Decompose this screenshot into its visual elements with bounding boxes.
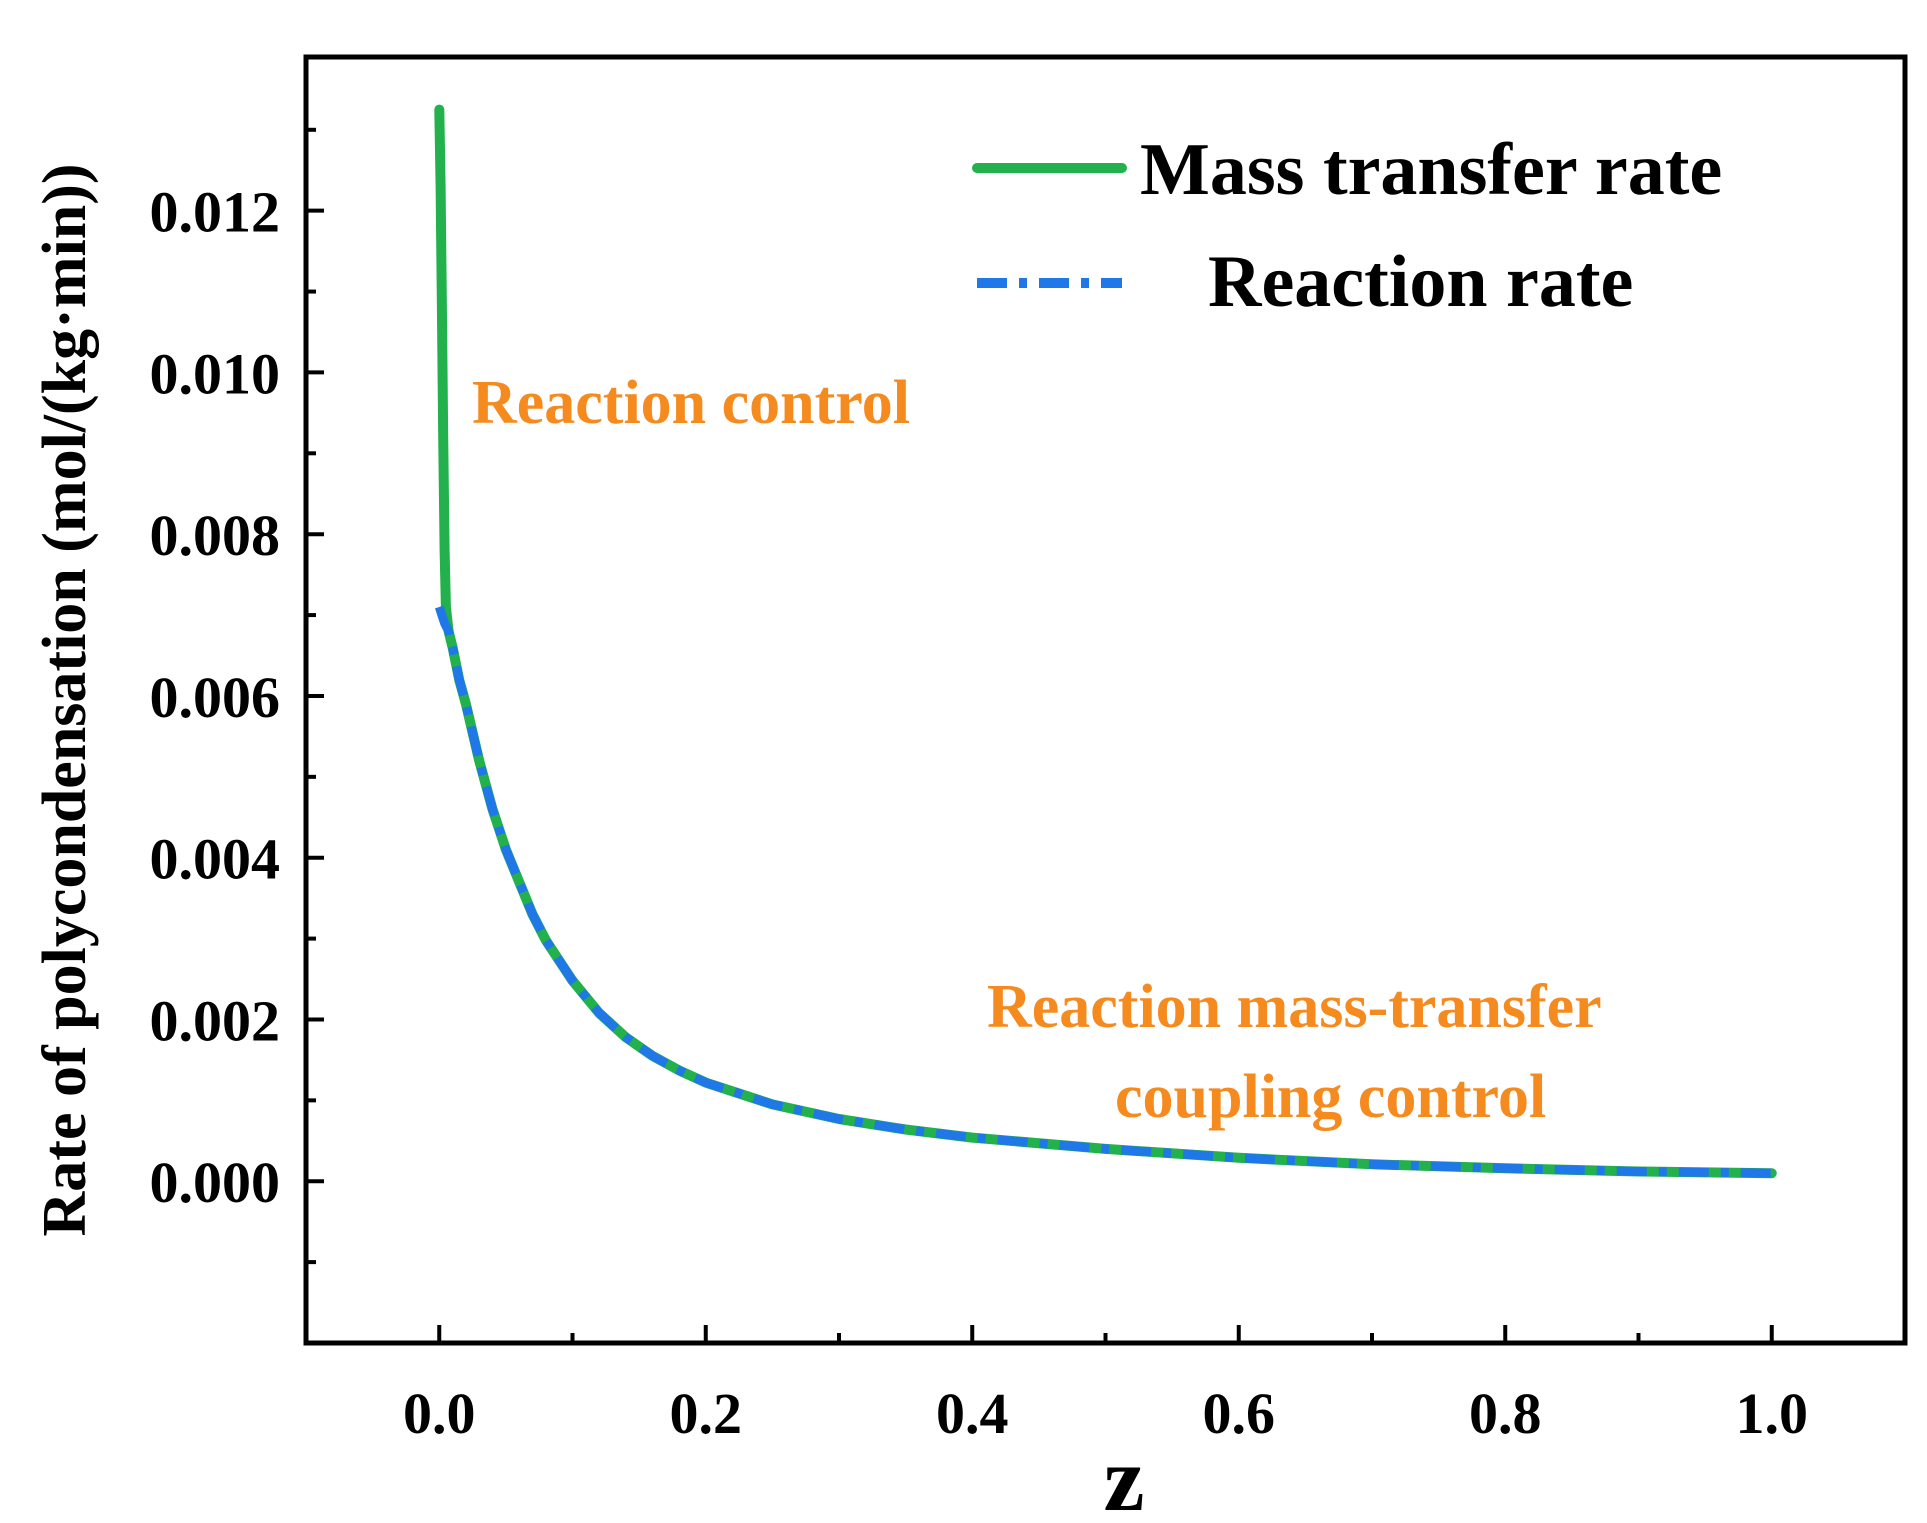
- x-axis-label: z: [1104, 1428, 1145, 1523]
- annotation-coupling-control: coupling control: [1115, 1063, 1546, 1131]
- legend-reaction-rate-label: Reaction rate: [1208, 241, 1633, 323]
- y-tick-label: 0.002: [150, 988, 281, 1053]
- y-tick-label: 0.004: [150, 827, 281, 892]
- x-tick-label: 0.2: [670, 1381, 743, 1446]
- y-tick-label: 0.006: [150, 665, 281, 730]
- y-tick-label: 0.000: [150, 1150, 281, 1215]
- y-axis-label: Rate of polycondensation (mol/(kg·min)): [31, 164, 99, 1237]
- legend-mass-transfer-label: Mass transfer rate: [1140, 129, 1722, 211]
- x-tick-label: 1.0: [1736, 1381, 1809, 1446]
- x-tick-label: 0.0: [403, 1381, 476, 1446]
- x-tick-label: 0.4: [936, 1381, 1009, 1446]
- x-tick-label: 0.8: [1469, 1381, 1542, 1446]
- y-axis-ticks: 0.000 0.002 0.004 0.006 0.008 0.010 0.012: [150, 127, 324, 1265]
- y-tick-label: 0.008: [150, 503, 281, 568]
- series-reaction-rate-line: [435, 605, 1772, 1178]
- series-layer: [434, 104, 1777, 1179]
- y-tick-label: 0.012: [150, 180, 281, 245]
- legend: Mass transfer rate Reaction rate: [972, 129, 1722, 323]
- x-tick-label: 0.6: [1203, 1381, 1276, 1446]
- annotation-reaction-mass-transfer: Reaction mass-transfer: [987, 973, 1602, 1041]
- y-tick-label: 0.010: [150, 341, 281, 406]
- annotation-reaction-control: Reaction control: [472, 369, 910, 437]
- x-axis-ticks: 0.0 0.2 0.4 0.6 0.8 1.0: [403, 1325, 1808, 1446]
